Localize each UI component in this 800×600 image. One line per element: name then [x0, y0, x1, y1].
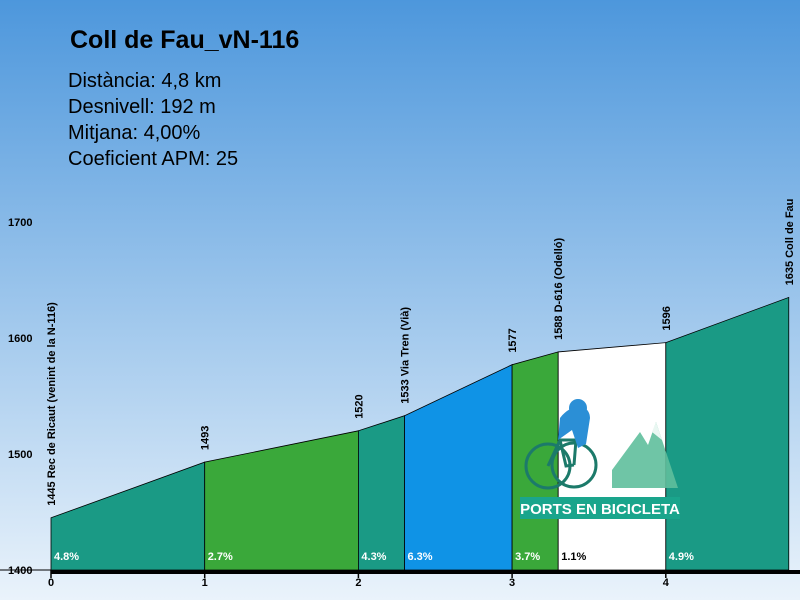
segment-grade-label: 4.9% — [669, 551, 694, 563]
stat-apm-coefficient: Coeficient APM: 25 — [68, 148, 239, 170]
profile-segments: 4.8% 2.7% 4.3% 6.3% 3.7% 1.1% 4.9% — [50, 296, 790, 571]
altitude-labels: 1445 Rec de Ricaut (venint de la N-116) 1… — [46, 199, 796, 506]
distance-axis-bar — [51, 570, 800, 574]
stat-average-grade: Mitjana: 4,00% — [68, 122, 201, 144]
x-tick-label: 3 — [509, 577, 515, 589]
page-title: Coll de Fau_vN-116 — [70, 26, 300, 54]
ports-en-bicicleta-logo: PORTS EN BICICLETA — [520, 399, 680, 519]
point-altitude-label: 1588 D-616 (Odelló) — [553, 237, 565, 339]
bike-frame-icon — [546, 438, 578, 468]
logo-banner — [520, 497, 680, 519]
y-tick-label: 1700 — [8, 217, 32, 229]
x-tick-label: 0 — [48, 577, 54, 589]
stat-elevation-gain: Desnivell: 192 m — [68, 96, 216, 118]
y-tick-label: 1600 — [8, 333, 32, 345]
point-altitude-label: 1577 — [507, 328, 519, 352]
segment-grade-label: 1.1% — [561, 551, 586, 563]
cyclist-body-icon — [558, 406, 590, 448]
stat-distance: Distància: 4,8 km — [68, 70, 222, 92]
segment-grade-label: 3.7% — [515, 551, 540, 563]
mountain-snow — [652, 422, 662, 440]
point-altitude-label: 1533 Via Tren (Vià) — [400, 307, 412, 404]
point-altitude-label: 1493 — [200, 426, 212, 450]
profile-segment — [665, 296, 790, 571]
y-tick-label: 1400 — [8, 565, 32, 577]
x-tick-label: 2 — [355, 577, 361, 589]
bike-front-wheel-icon — [550, 441, 598, 489]
y-tick-label: 1500 — [8, 449, 32, 461]
logo-text: PORTS EN BICICLETA — [520, 501, 680, 518]
point-altitude-label: 1520 — [353, 394, 365, 418]
x-tick-label: 1 — [202, 577, 208, 589]
point-altitude-label: 1596 — [661, 306, 673, 330]
segment-grade-label: 6.3% — [408, 551, 433, 563]
distance-axis: 0 1 2 3 4 1400 1500 1600 1700 — [0, 217, 800, 589]
point-altitude-label: 1445 Rec de Ricaut (venint de la N-116) — [46, 302, 58, 506]
point-altitude-label: 1635 Coll de Fau — [784, 199, 796, 286]
profile-segment — [357, 415, 405, 571]
x-tick-label: 4 — [663, 577, 670, 589]
segment-grade-label: 4.8% — [54, 551, 79, 563]
segment-grade-label: 2.7% — [208, 551, 233, 563]
segment-grade-label: 4.3% — [361, 551, 386, 563]
climb-stats: Distància: 4,8 km Desnivell: 192 m Mitja… — [68, 68, 238, 172]
